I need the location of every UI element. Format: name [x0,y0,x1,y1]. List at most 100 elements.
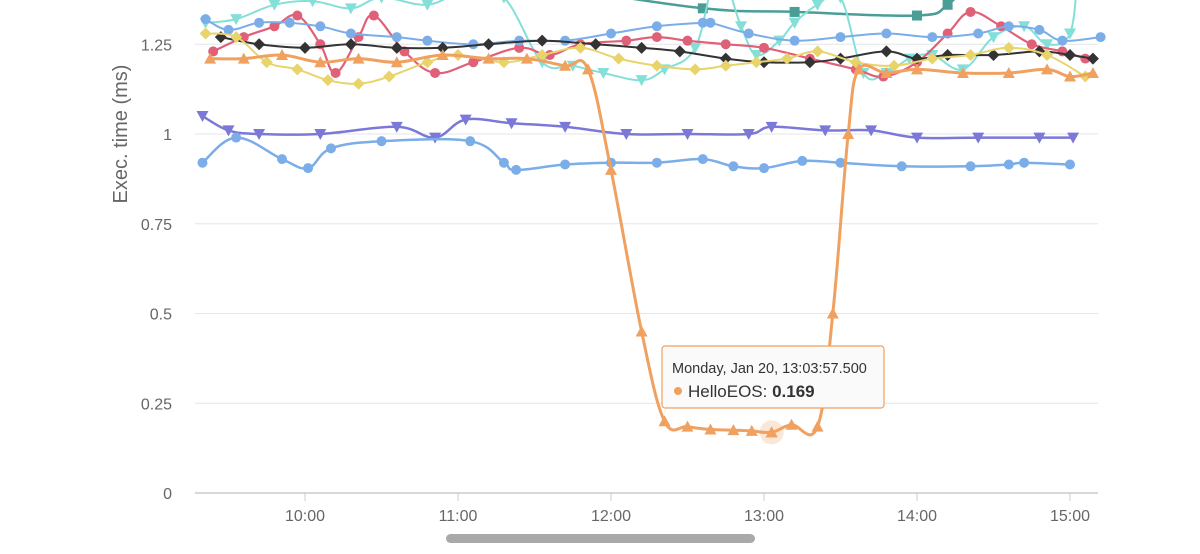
data-point[interactable] [605,163,617,175]
data-point[interactable] [1064,49,1076,62]
data-point[interactable] [788,17,801,29]
data-point[interactable] [536,34,549,47]
data-point[interactable] [811,420,824,432]
data-point[interactable] [720,39,731,50]
data-point[interactable] [314,56,327,68]
data-point[interactable] [689,42,702,54]
data-point[interactable] [276,49,289,61]
data-point[interactable] [658,415,671,427]
data-point[interactable] [196,111,209,123]
data-point[interactable] [742,129,755,140]
data-point[interactable] [612,52,625,65]
data-point[interactable] [230,31,243,44]
data-point[interactable] [811,45,824,58]
data-point[interactable] [1019,157,1030,168]
data-point[interactable] [260,56,273,69]
data-point[interactable] [314,129,327,140]
data-point[interactable] [719,59,732,72]
data-point[interactable] [597,67,610,79]
data-point[interactable] [912,10,922,21]
data-point[interactable] [292,10,303,21]
data-point[interactable] [785,418,798,430]
data-point[interactable] [498,0,510,4]
data-point[interactable] [1095,32,1106,43]
data-point[interactable] [560,159,571,170]
data-point[interactable] [835,157,846,168]
data-point[interactable] [574,41,587,54]
data-point[interactable] [520,52,533,64]
data-point[interactable] [589,38,602,51]
data-point[interactable] [620,129,633,140]
data-point[interactable] [352,52,365,64]
data-point[interactable] [789,6,800,17]
data-point[interactable] [465,136,476,147]
data-point[interactable] [835,32,846,43]
data-point[interactable] [307,0,319,8]
data-point[interactable] [911,63,923,75]
data-point[interactable] [1034,24,1045,35]
data-point[interactable] [514,35,525,46]
data-point[interactable] [559,121,572,133]
data-point[interactable] [635,325,648,337]
data-point[interactable] [383,70,396,83]
data-point[interactable] [942,0,953,10]
data-point[interactable] [421,56,434,69]
data-point[interactable] [390,56,403,68]
data-point[interactable] [200,14,211,25]
data-point[interactable] [973,28,984,39]
data-point[interactable] [704,423,717,435]
data-point[interactable] [896,161,907,172]
data-point[interactable] [965,161,976,172]
data-point[interactable] [345,28,356,39]
data-point[interactable] [743,28,754,39]
data-point[interactable] [697,154,708,165]
data-point[interactable] [459,114,472,126]
data-point[interactable] [888,59,901,72]
data-point[interactable] [842,128,855,139]
data-point[interactable] [222,125,235,137]
data-point[interactable] [956,66,969,78]
data-point[interactable] [927,32,938,43]
data-point[interactable] [635,75,648,87]
data-point[interactable] [682,35,693,46]
data-point[interactable] [1067,132,1080,144]
data-point[interactable] [376,0,388,4]
data-point[interactable] [865,125,878,137]
data-point[interactable] [1041,63,1054,75]
data-point[interactable] [1003,159,1014,170]
data-point[interactable] [1026,39,1037,50]
data-point[interactable] [390,121,403,133]
data-point[interactable] [321,74,334,87]
data-point[interactable] [1002,66,1015,78]
data-point[interactable] [765,121,778,133]
data-point[interactable] [735,21,748,33]
data-point[interactable] [277,154,288,165]
data-point[interactable] [621,35,632,46]
data-point[interactable] [728,161,739,172]
data-point[interactable] [344,38,357,51]
data-point[interactable] [436,49,449,61]
data-point[interactable] [880,66,893,78]
data-point[interactable] [689,63,702,76]
data-point[interactable] [230,14,243,26]
data-point[interactable] [972,132,985,144]
data-point[interactable] [880,45,893,58]
data-point[interactable] [635,41,648,54]
data-point[interactable] [1002,41,1015,54]
data-point[interactable] [926,52,939,65]
data-point[interactable] [421,0,434,11]
data-point[interactable] [759,42,769,53]
data-point[interactable] [498,157,509,168]
data-point[interactable] [1064,28,1076,40]
data-point[interactable] [789,35,800,46]
data-point[interactable] [344,3,357,15]
data-point[interactable] [826,307,839,319]
data-point[interactable] [253,129,266,140]
data-point[interactable] [330,67,341,78]
data-point[interactable] [1033,132,1046,144]
data-point[interactable] [1064,70,1076,82]
data-point[interactable] [315,21,326,32]
data-point[interactable] [268,0,281,11]
data-point[interactable] [430,67,441,78]
data-point[interactable] [197,157,208,168]
